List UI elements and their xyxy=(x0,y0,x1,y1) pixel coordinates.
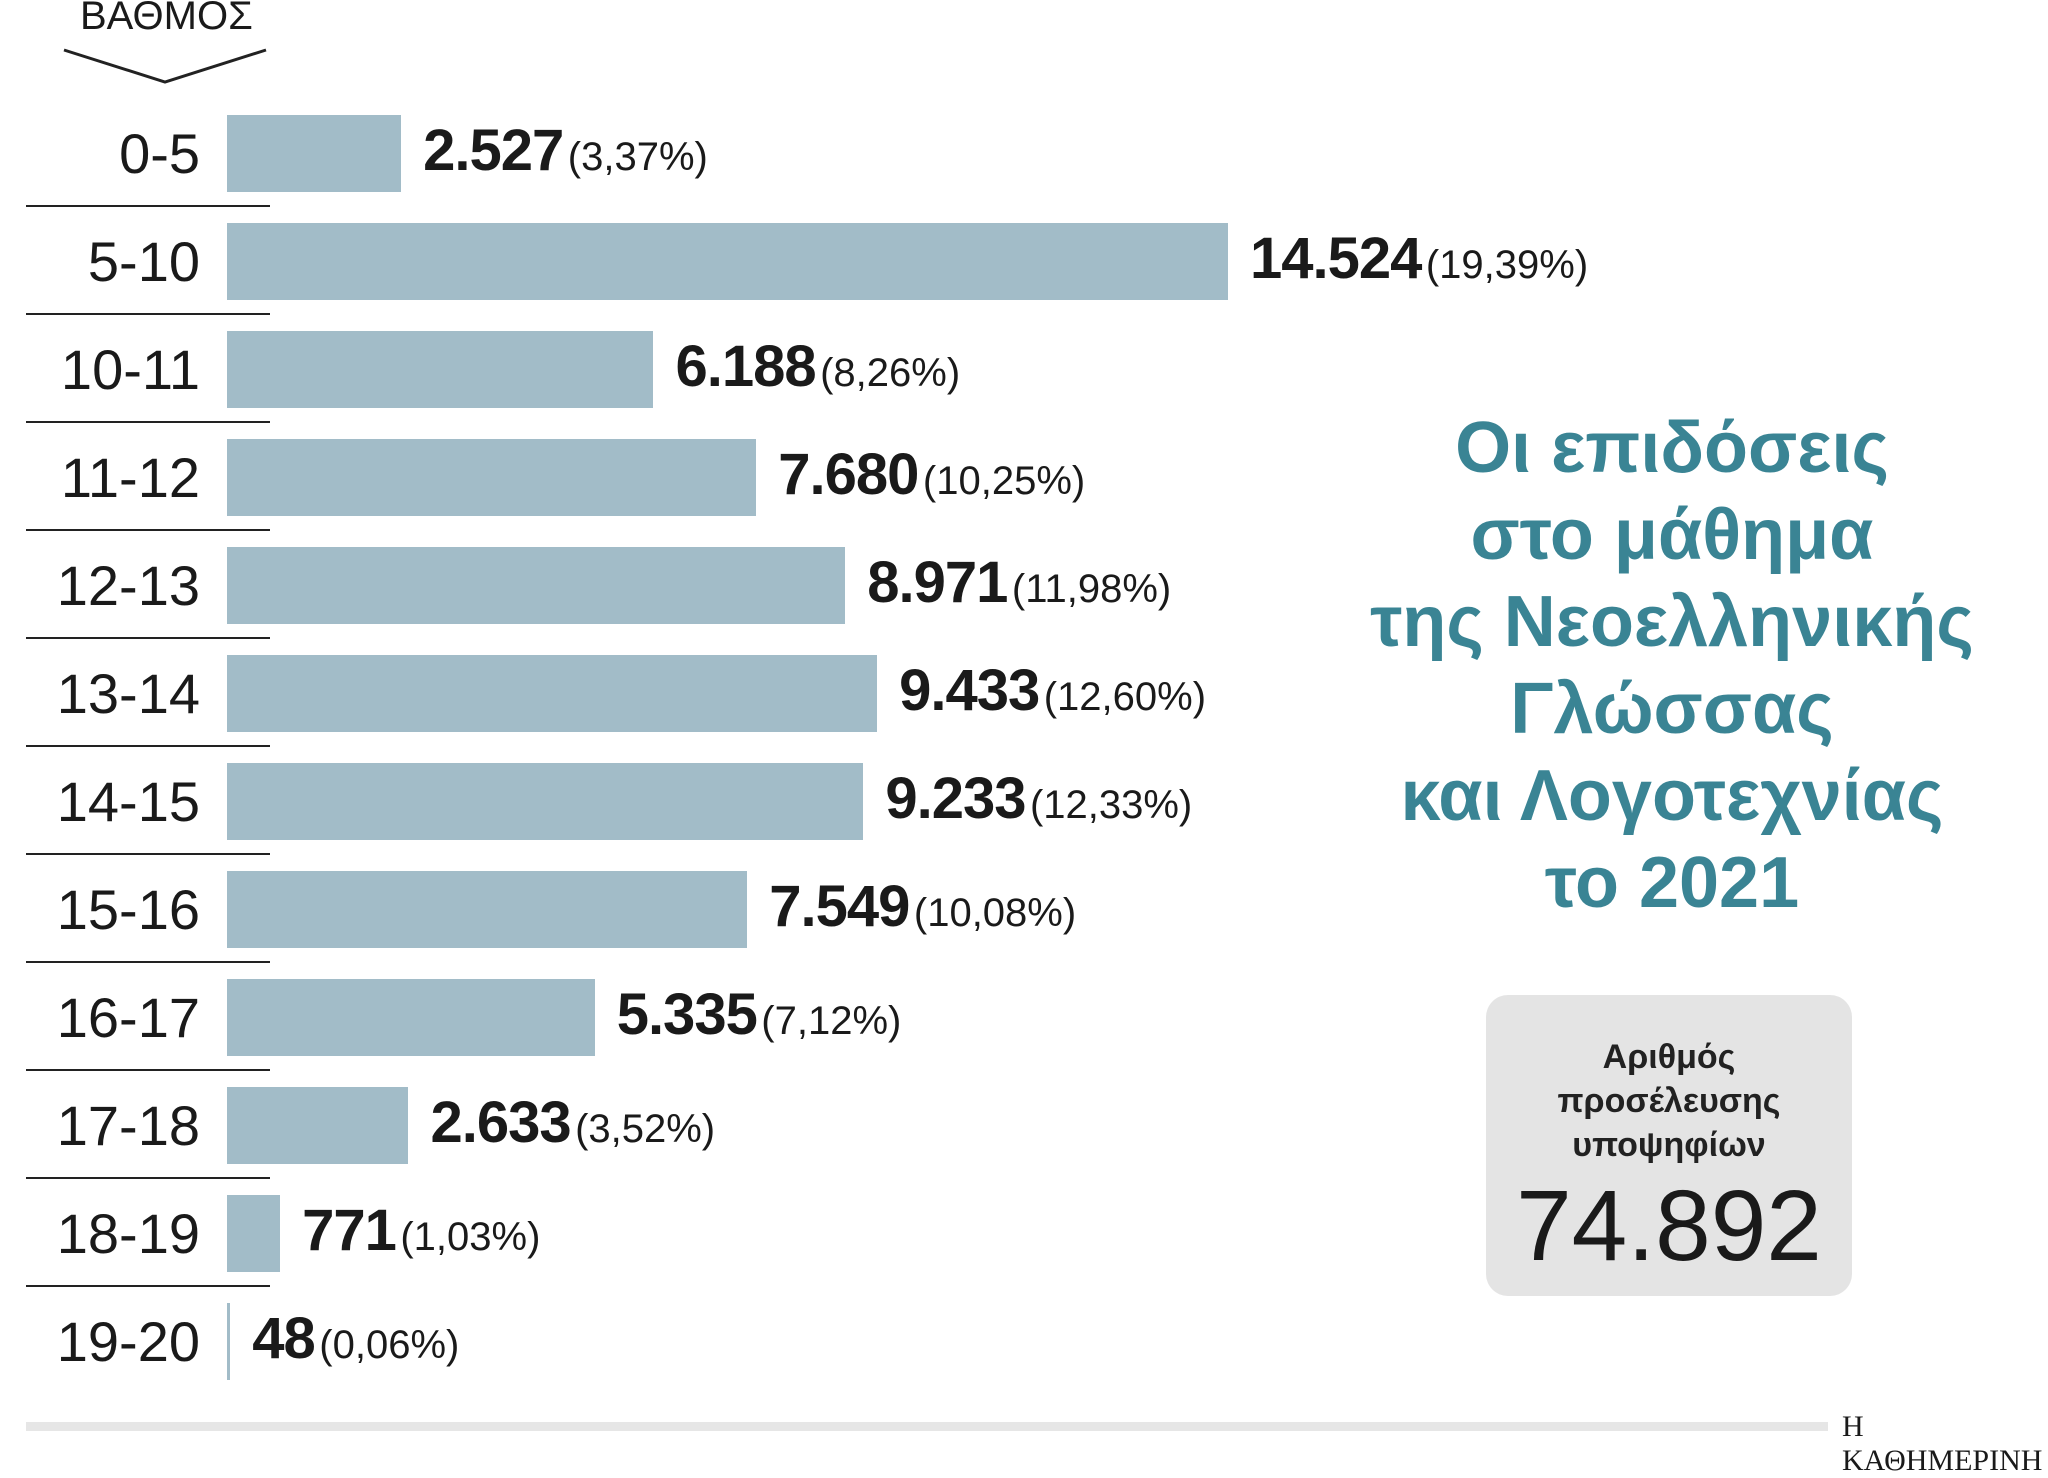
value-label: 2.633 xyxy=(430,1090,571,1155)
category-label: 13-14 xyxy=(56,662,200,725)
value-label: 771 xyxy=(302,1198,397,1263)
category-label: 16-17 xyxy=(56,986,200,1049)
data-label: 6.188 (8,26%) xyxy=(675,333,960,400)
category-label: 0-5 xyxy=(119,122,200,185)
total-label-line: Αριθμός xyxy=(1602,1038,1736,1076)
title-line: Γλώσσας xyxy=(1510,669,1834,749)
percent-label: (3,52%) xyxy=(575,1107,716,1151)
data-label: 48 (0,06%) xyxy=(252,1305,459,1372)
category-label: 14-15 xyxy=(56,770,200,833)
total-label-line: προσέλευσης xyxy=(1557,1082,1781,1120)
value-label: 6.188 xyxy=(675,334,816,399)
data-label: 2.633 (3,52%) xyxy=(430,1089,715,1156)
bar xyxy=(227,439,757,516)
title-line: στο μάθημα xyxy=(1470,495,1874,575)
percent-label: (12,33%) xyxy=(1029,783,1193,827)
percent-label: (10,25%) xyxy=(922,459,1086,503)
category-label: 17-18 xyxy=(56,1094,200,1157)
row-divider xyxy=(26,1069,270,1071)
bar xyxy=(227,979,595,1056)
value-label: 7.549 xyxy=(769,874,910,939)
data-label: 9.233 (12,33%) xyxy=(885,765,1192,832)
data-label: 771 (1,03%) xyxy=(302,1197,540,1264)
value-label: 7.680 xyxy=(778,442,919,507)
bar xyxy=(227,1087,409,1164)
total-value: 74.892 xyxy=(1516,1170,1822,1282)
footer-divider xyxy=(26,1422,1828,1431)
bar xyxy=(227,871,748,948)
row-divider xyxy=(26,529,270,531)
category-label: 12-13 xyxy=(56,554,200,617)
title-line: και Λογοτεχνίας xyxy=(1400,756,1944,836)
percent-label: (1,03%) xyxy=(400,1215,541,1259)
source-logo: Η ΚΑΘΗΜΕΡΙΝΗ xyxy=(1842,1410,2043,1477)
category-label: 15-16 xyxy=(56,878,200,941)
bar xyxy=(227,115,402,192)
category-label: 5-10 xyxy=(87,230,200,293)
bar xyxy=(227,223,1228,300)
row-divider xyxy=(26,853,270,855)
row-divider xyxy=(26,313,270,315)
bar xyxy=(227,331,654,408)
data-label: 5.335 (7,12%) xyxy=(617,981,902,1048)
category-label: 11-12 xyxy=(60,446,200,509)
total-label: Αριθμός προσέλευσης υποψηφίων xyxy=(1486,1035,1852,1167)
percent-label: (3,37%) xyxy=(567,135,708,179)
value-label: 2.527 xyxy=(423,118,564,183)
title-line: Οι επιδόσεις xyxy=(1455,408,1889,488)
data-label: 8.971 (11,98%) xyxy=(867,549,1171,616)
percent-label: (8,26%) xyxy=(820,351,961,395)
data-label: 7.549 (10,08%) xyxy=(769,873,1076,940)
category-label: 18-19 xyxy=(56,1202,200,1265)
title-line: της Νεοελληνικής xyxy=(1370,582,1974,662)
value-label: 5.335 xyxy=(616,982,758,1047)
data-label: 7.680 (10,25%) xyxy=(778,441,1085,508)
chevron-down-icon xyxy=(63,48,267,84)
row-divider xyxy=(26,421,270,423)
bar xyxy=(227,547,846,624)
bar xyxy=(227,1195,281,1272)
percent-label: (12,60%) xyxy=(1043,675,1207,719)
row-divider xyxy=(26,745,270,747)
value-label: 48 xyxy=(252,1306,316,1371)
bar xyxy=(227,655,878,732)
bar xyxy=(227,1303,231,1380)
title-line: το 2021 xyxy=(1544,843,1800,923)
row-divider xyxy=(26,1177,270,1179)
percent-label: (0,06%) xyxy=(319,1323,460,1367)
axis-title: ΒΑΘΜΟΣ xyxy=(80,0,253,38)
total-candidates-box: Αριθμός προσέλευσης υποψηφίων 74.892 xyxy=(1486,995,1852,1296)
value-label: 9.233 xyxy=(885,766,1026,831)
percent-label: (7,12%) xyxy=(761,999,902,1043)
category-label: 10-11 xyxy=(60,338,200,401)
row-divider xyxy=(26,637,270,639)
value-label: 9.433 xyxy=(899,658,1040,723)
total-label-line: υποψηφίων xyxy=(1572,1126,1766,1164)
data-label: 2.527 (3,37%) xyxy=(423,117,708,184)
row-divider xyxy=(26,961,270,963)
row-divider xyxy=(26,1285,270,1287)
row-divider xyxy=(26,205,270,207)
value-label: 14.524 xyxy=(1250,226,1422,291)
data-label: 9.433 (12,60%) xyxy=(899,657,1206,724)
bar xyxy=(227,763,864,840)
percent-label: (10,08%) xyxy=(913,891,1077,935)
percent-label: (11,98%) xyxy=(1011,567,1172,611)
percent-label: (19,39%) xyxy=(1425,243,1589,287)
value-label: 8.971 xyxy=(867,550,1008,615)
category-label: 19-20 xyxy=(56,1310,200,1373)
chart-title: Οι επιδόσεις στο μάθημα της Νεοελληνικής… xyxy=(1290,405,2048,927)
data-label: 14.524 (19,39%) xyxy=(1250,225,1588,292)
